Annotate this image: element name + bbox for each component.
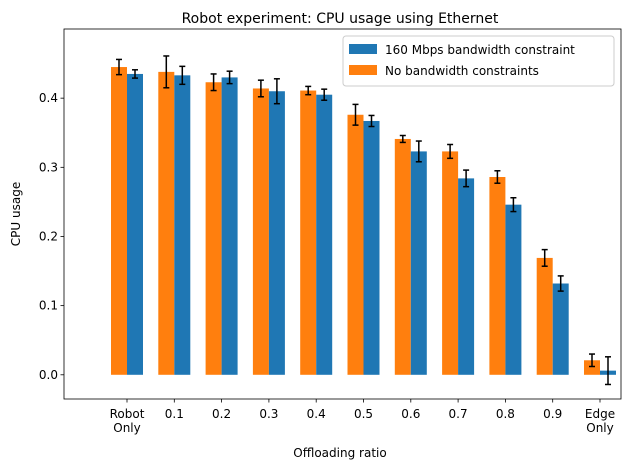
y-tick-label: 0.1	[39, 299, 58, 313]
y-tick-label: 0.0	[39, 368, 58, 382]
bar-160mbps	[268, 91, 285, 375]
bar-no-constraint	[394, 138, 411, 375]
error-bars-layer	[116, 55, 611, 386]
x-tick-label: 0.4	[307, 407, 326, 421]
y-tick-label: 0.2	[39, 229, 58, 243]
y-axis-label: CPU usage	[9, 182, 23, 246]
bar-no-constraint	[536, 257, 553, 375]
x-tick-label: 0.2	[212, 407, 231, 421]
bar-no-constraint	[158, 71, 175, 375]
bar-no-constraint	[584, 360, 600, 375]
bar-160mbps	[458, 178, 475, 375]
bar-no-constraint	[300, 90, 317, 375]
x-tick-label: Only	[113, 421, 141, 435]
legend: 160 Mbps bandwidth constraint No bandwidt…	[342, 35, 615, 87]
bar-160mbps	[127, 73, 143, 375]
bars-layer	[111, 67, 616, 375]
x-axis-label: Offloading ratio	[293, 446, 386, 460]
x-tick-label: 0.6	[401, 407, 420, 421]
plot-frame	[63, 28, 622, 400]
bar-no-constraint	[252, 88, 269, 375]
bar-no-constraint	[489, 177, 506, 375]
bar-160mbps	[552, 283, 569, 375]
y-tick-label: 0.3	[39, 160, 58, 174]
y-axis: 0.0 0.1 0.2 0.3 0.4	[39, 91, 64, 382]
bar-160mbps	[174, 75, 191, 375]
x-tick-label: 0.5	[354, 407, 373, 421]
chart-title: Robot experiment: CPU usage using Ethern…	[182, 11, 499, 27]
bar-160mbps	[505, 204, 522, 375]
x-tick-label: 0.3	[259, 407, 278, 421]
x-tick-label: 0.9	[543, 407, 562, 421]
bar-no-constraint	[205, 82, 222, 375]
legend-entry-label: 160 Mbps bandwidth constraint	[385, 43, 575, 57]
legend-swatch	[349, 65, 377, 75]
legend-box	[342, 35, 615, 87]
bar-160mbps	[410, 151, 427, 375]
legend-entry-label: No bandwidth constraints	[385, 64, 539, 78]
legend-swatch	[349, 44, 377, 54]
x-tick-label: Edge	[585, 407, 615, 421]
x-tick-label: 0.1	[165, 407, 184, 421]
bar-no-constraint	[347, 114, 364, 375]
bar-no-constraint	[111, 67, 127, 375]
bar-160mbps	[316, 94, 333, 375]
x-tick-label: 0.8	[496, 407, 515, 421]
bar-160mbps	[363, 120, 380, 375]
x-tick-label: Only	[586, 421, 614, 435]
x-tick-label: 0.7	[449, 407, 468, 421]
bar-160mbps	[221, 77, 238, 375]
y-tick-label: 0.4	[39, 91, 58, 105]
bar-no-constraint	[442, 151, 459, 375]
x-tick-label: Robot	[110, 407, 145, 421]
